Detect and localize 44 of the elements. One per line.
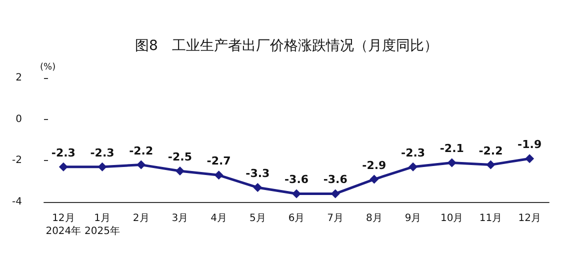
point xyxy=(175,166,184,176)
x-tick-label: 8月 xyxy=(366,213,382,224)
data-label: -1.9 xyxy=(518,138,542,152)
y-tick-label: -4 xyxy=(12,196,22,208)
x-tick-label: 1月 2025年 xyxy=(84,213,120,237)
point xyxy=(253,183,262,192)
point xyxy=(136,160,146,170)
data-label: -2.1 xyxy=(440,142,464,156)
data-label: -2.9 xyxy=(362,158,386,172)
y-tick-label: 2 xyxy=(16,72,22,84)
data-label: -2.2 xyxy=(129,144,154,158)
x-tick-label: 12月 xyxy=(518,213,541,224)
x-tick-label: 7月 xyxy=(327,213,344,224)
data-label: -3.6 xyxy=(284,173,309,186)
point xyxy=(525,154,534,164)
point xyxy=(98,162,107,172)
data-label: -3.3 xyxy=(246,167,270,180)
y-tick-label: -2 xyxy=(12,155,22,166)
chart-title: 图8 工业生产者出厂价格涨跌情况（月度同比） xyxy=(135,38,438,54)
point xyxy=(214,170,224,180)
data-label: -3.6 xyxy=(323,173,348,186)
x-tick-label: 2月 xyxy=(132,213,150,224)
x-tick-label: 6月 xyxy=(288,213,305,224)
data-label: -2.3 xyxy=(51,146,76,160)
x-tick-label: 4月 xyxy=(210,213,227,224)
y-axis-title: (%) xyxy=(40,62,56,72)
point xyxy=(370,174,379,184)
x-tick-label: 9月 xyxy=(404,213,422,224)
x-tick-label: 11月 xyxy=(479,213,502,224)
point xyxy=(292,189,301,198)
point xyxy=(447,158,456,168)
x-tick-label: 5月 xyxy=(249,213,266,224)
data-label: -2.3 xyxy=(401,146,426,160)
point xyxy=(408,162,418,172)
point xyxy=(486,160,496,170)
y-tick-label: 0 xyxy=(16,114,22,125)
point xyxy=(58,162,68,172)
data-label: -2.7 xyxy=(206,154,231,168)
data-label: -2.3 xyxy=(90,146,114,160)
data-label: -2.2 xyxy=(478,144,503,158)
x-tick-label: 3月 xyxy=(172,213,188,224)
x-tick-label: 10月 xyxy=(440,213,464,224)
x-tick-label: 12月 2024年 xyxy=(46,213,82,237)
data-label: -2.5 xyxy=(168,150,192,164)
